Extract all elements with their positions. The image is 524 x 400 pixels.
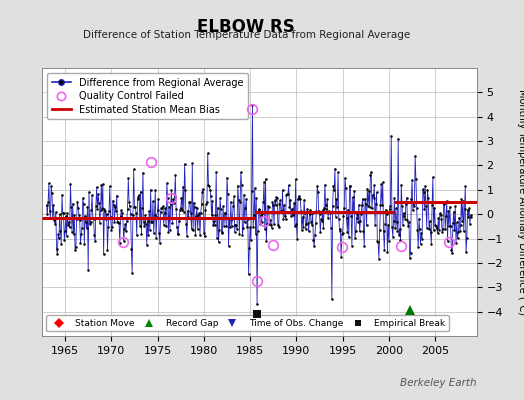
Text: ELBOW RS: ELBOW RS bbox=[198, 18, 295, 36]
Legend: Station Move, Record Gap, Time of Obs. Change, Empirical Break: Station Move, Record Gap, Time of Obs. C… bbox=[47, 315, 449, 332]
Text: Difference of Station Temperature Data from Regional Average: Difference of Station Temperature Data f… bbox=[83, 30, 410, 40]
Y-axis label: Monthly Temperature Anomaly Difference (°C): Monthly Temperature Anomaly Difference (… bbox=[517, 89, 524, 315]
Text: Berkeley Earth: Berkeley Earth bbox=[400, 378, 477, 388]
